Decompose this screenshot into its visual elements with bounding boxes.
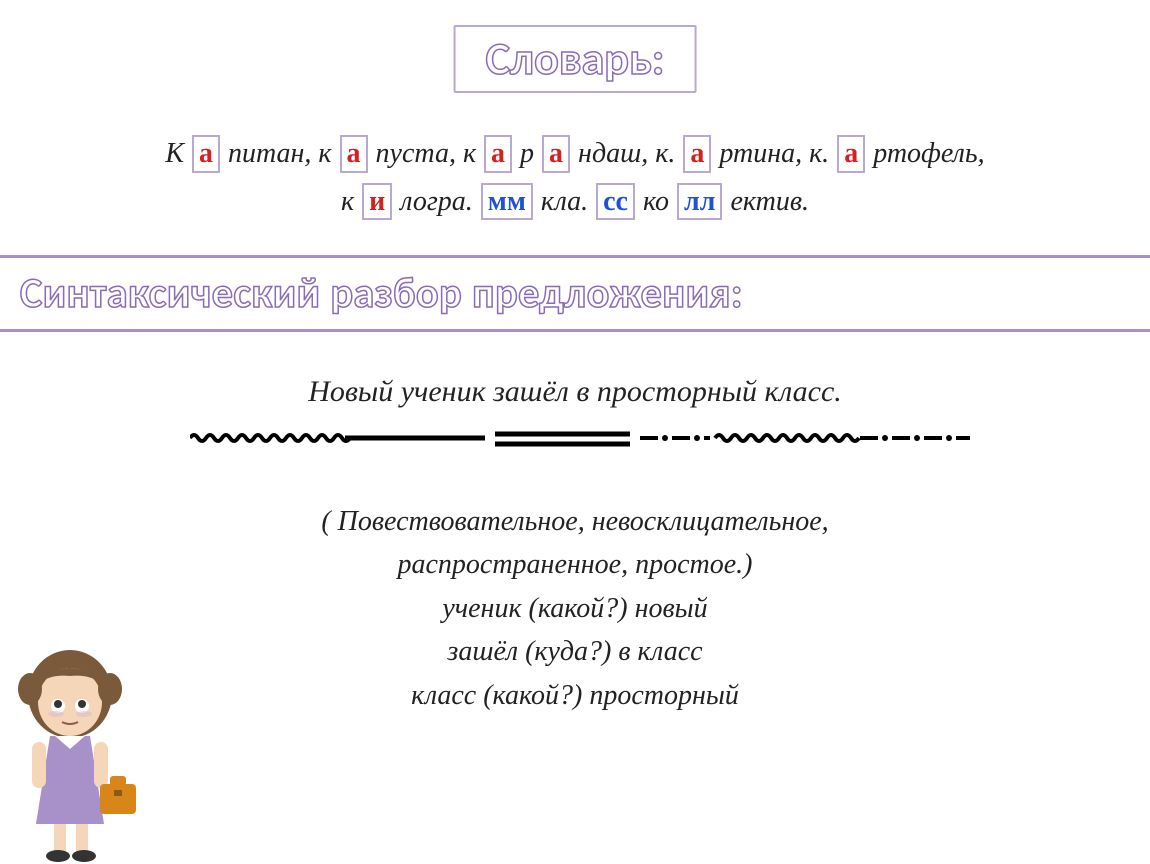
- analysis-line: зашёл (куда?) в класс: [0, 630, 1150, 673]
- letter-box: а: [340, 135, 368, 173]
- girl-character-icon: [0, 634, 160, 864]
- sentence-text: Новый ученик зашёл в просторный класс.: [308, 375, 842, 408]
- section-header-text: Синтаксический разбор предложения:: [20, 268, 743, 319]
- sentence-area: Новый ученик зашёл в просторный класс.: [0, 375, 1150, 409]
- letter-box: лл: [677, 183, 722, 221]
- analysis-line: ученик (какой?) новый: [0, 587, 1150, 630]
- letter-box: а: [542, 135, 570, 173]
- letter-box: а: [192, 135, 220, 173]
- analysis-block: ( Повествовательное, невосклицательное,р…: [0, 500, 1150, 717]
- letter-box: а: [837, 135, 865, 173]
- letter-box: мм: [481, 183, 533, 221]
- underline-diagram: [190, 420, 970, 470]
- letter-box: а: [484, 135, 512, 173]
- vocab-line-2: к и логра. мм кла. сс ко лл ектив.: [0, 178, 1150, 226]
- vocabulary-block: К а питан, к а пуста, к а р а ндаш, к. а…: [0, 130, 1150, 225]
- analysis-line: ( Повествовательное, невосклицательное,: [0, 500, 1150, 543]
- letter-box: и: [362, 183, 392, 221]
- section-header: Синтаксический разбор предложения:: [0, 255, 1150, 332]
- analysis-line: распространенное, простое.): [0, 543, 1150, 586]
- letter-box: сс: [596, 183, 635, 221]
- title-box: Словарь:: [454, 25, 697, 93]
- title-text: Словарь:: [486, 31, 665, 87]
- vocab-line-1: К а питан, к а пуста, к а р а ндаш, к. а…: [0, 130, 1150, 178]
- analysis-line: класс (какой?) просторный: [0, 674, 1150, 717]
- letter-box: а: [683, 135, 711, 173]
